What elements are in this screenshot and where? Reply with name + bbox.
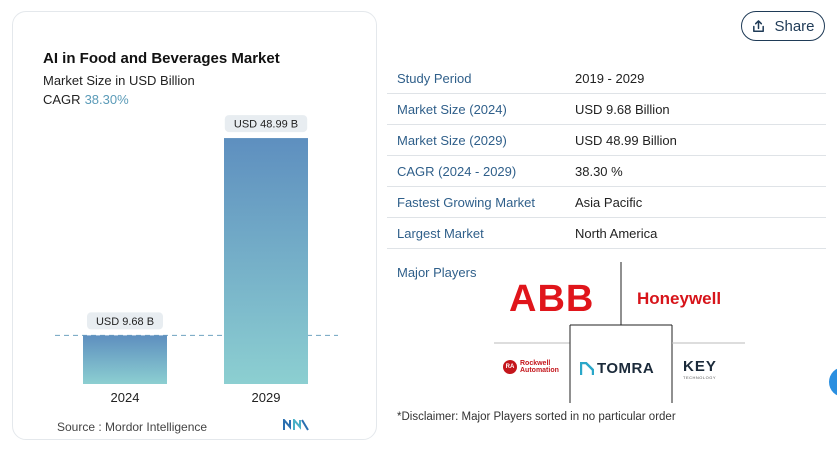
- honeywell-logo: Honeywell: [637, 289, 722, 308]
- chart-subtitle: Market Size in USD Billion: [43, 73, 195, 88]
- floating-action-edge[interactable]: [829, 367, 837, 397]
- key-text: KEY: [683, 358, 717, 375]
- data-label-bg: [87, 312, 163, 330]
- data-label-bg: [224, 115, 308, 133]
- table-row: Study Period 2019 - 2029: [387, 63, 826, 94]
- row-label: Largest Market: [397, 225, 484, 241]
- table-row: CAGR (2024 - 2029) 38.30 %: [387, 156, 826, 187]
- share-icon: [753, 19, 765, 32]
- chart-cagr: CAGR 38.30%: [43, 92, 129, 107]
- major-players-label: Major Players: [397, 265, 477, 280]
- key-subtext: TECHNOLOGY: [683, 375, 717, 380]
- row-label: Fastest Growing Market: [397, 194, 535, 210]
- row-label: Market Size (2029): [397, 132, 507, 148]
- key-technology-logo: KEY TECHNOLOGY: [683, 358, 717, 380]
- row-label: Study Period: [397, 70, 472, 86]
- chart-source: Source : Mordor Intelligence: [57, 420, 208, 434]
- table-row: Market Size (2024) USD 9.68 Billion: [387, 94, 826, 125]
- rockwell-text: Rockwell Automation: [520, 360, 559, 374]
- row-value: USD 9.68 Billion: [575, 101, 670, 117]
- mordor-intelligence-logo-icon: [283, 419, 309, 431]
- table-row: Fastest Growing Market Asia Pacific: [387, 187, 826, 218]
- table-row: Largest Market North America: [387, 218, 826, 249]
- row-value: USD 48.99 Billion: [575, 132, 677, 148]
- tomra-text: TOMRA: [597, 360, 655, 377]
- cagr-value: 38.30%: [84, 92, 129, 107]
- chart-card: [12, 11, 377, 440]
- disclaimer: *Disclaimer: Major Players sorted in no …: [397, 411, 676, 423]
- bar-chart: USD 9.68 B 2024 USD 48.99 B 2029: [55, 115, 338, 405]
- row-value: Asia Pacific: [575, 194, 643, 210]
- row-value: 38.30 %: [575, 163, 623, 179]
- x-tick-label: 2024: [111, 390, 140, 405]
- table-row: Market Size (2029) USD 48.99 Billion: [387, 125, 826, 156]
- cagr-label: CAGR: [43, 92, 81, 107]
- bar-2029: [224, 138, 308, 384]
- row-label: Market Size (2024): [397, 101, 507, 117]
- tomra-logo: TOMRA: [580, 360, 654, 377]
- share-label: Share: [774, 17, 815, 35]
- bar-2024: [83, 335, 167, 384]
- row-value: North America: [575, 225, 658, 241]
- market-info-table: Study Period 2019 - 2029 Market Size (2024…: [387, 63, 826, 249]
- tomra-mark-icon: [580, 361, 594, 375]
- row-value: 2019 - 2029: [575, 70, 645, 86]
- chart-title: AI in Food and Beverages Market: [43, 50, 280, 67]
- rockwell-ra-icon: RA: [503, 360, 517, 374]
- x-tick-label: 2029: [252, 390, 281, 405]
- row-label: CAGR (2024 - 2029): [397, 163, 517, 179]
- data-label: USD 48.99 B: [234, 119, 298, 131]
- rockwell-automation-logo: RA Rockwell Automation: [503, 360, 559, 374]
- abb-logo: ABB: [509, 278, 595, 320]
- share-button[interactable]: Share: [741, 11, 825, 41]
- data-label: USD 9.68 B: [96, 316, 154, 328]
